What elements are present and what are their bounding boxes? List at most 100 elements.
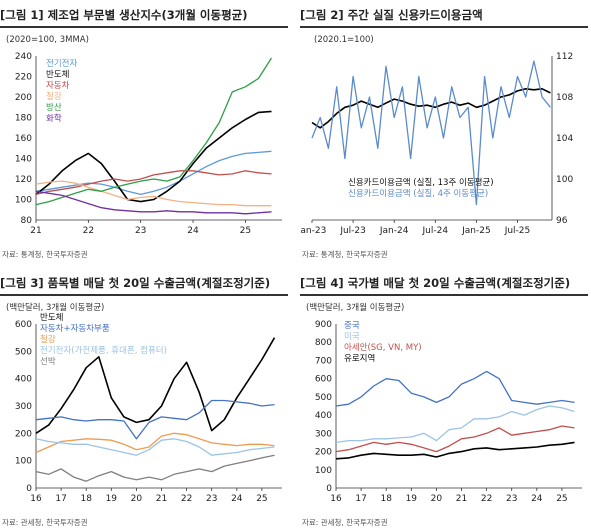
- x-tick-label: 22: [181, 494, 192, 504]
- series-line: [35, 432, 275, 454]
- legend-entry: 선박: [40, 356, 56, 367]
- x-tick-label: 22: [481, 494, 492, 504]
- unit-note: (2020.1=100): [314, 35, 374, 45]
- y-tick-label: 400: [15, 375, 32, 385]
- y-tick-label: 220: [15, 73, 32, 83]
- x-tick-label: 24: [531, 494, 543, 504]
- chart-source: 자료: 통계청, 한국투자증권: [2, 250, 88, 259]
- series-line: [35, 110, 272, 203]
- y-tick-label: 120: [15, 175, 32, 185]
- y-tick-label: 100: [315, 466, 332, 476]
- x-tick-label: 16: [30, 494, 42, 504]
- exports-by-item-chart: (백만달러, 3개월 이동평균) 0 100 200 300 400 500 600 16 17 1…: [6, 302, 282, 504]
- x-tick-label: 23: [206, 494, 217, 504]
- y-tick-label: 240: [15, 52, 32, 62]
- credit-card-spending-chart: (2020.1=100) 96 100 104 108 112 Jan-23 Jul-23 Ja…: [300, 35, 573, 236]
- y-tick-label: 80: [21, 216, 33, 226]
- legend-entry: 반도체: [40, 312, 63, 323]
- y-tick-label: 180: [15, 114, 32, 124]
- series-line: [35, 438, 275, 456]
- chart-source: 자료: 관세청, 한국투자증권: [2, 518, 88, 527]
- x-tick-label: 21: [156, 494, 167, 504]
- chart-source: 자료: 통계청, 한국투자증권: [302, 250, 388, 259]
- x-tick-label: 24: [187, 226, 199, 236]
- legend-entry: 자동차: [46, 81, 70, 91]
- chart-source: 자료: 관세청, 한국투자증권: [302, 518, 388, 527]
- x-tick-label: 25: [240, 226, 251, 236]
- legend-entry: 자동차+자동차부품: [40, 324, 110, 334]
- y-tick-label: 300: [15, 402, 32, 412]
- y-tick-label: 96: [556, 216, 568, 226]
- x-tick-label: Jul-24: [422, 226, 449, 236]
- series-line: [311, 60, 551, 206]
- x-tick-label: 25: [256, 494, 267, 504]
- series-line: [35, 150, 272, 196]
- chart-panel-2: [그림 2] 주간 실질 신용카드이용금액 (2020.1=100) 96 100 1…: [300, 0, 590, 260]
- y-tick-label: 600: [315, 375, 332, 385]
- x-tick-label: 21: [456, 494, 467, 504]
- x-tick-label: 18: [380, 494, 392, 504]
- y-tick-label: 0: [26, 484, 32, 494]
- series-line: [35, 399, 275, 440]
- x-tick-label: Jul-25: [504, 226, 531, 236]
- y-tick-label: 700: [315, 356, 332, 366]
- chart-panel-4: [그림 4] 국가별 매달 첫 20일 수출금액(계절조정기준) (백만달러, …: [300, 268, 590, 528]
- series-line: [335, 425, 575, 453]
- x-tick-label: 20: [131, 494, 143, 504]
- chart-title: [그림 2] 주간 실질 신용카드이용금액: [300, 4, 588, 28]
- legend-entry: 미국: [344, 332, 360, 342]
- series-line: [35, 454, 275, 482]
- legend-entry: 철강: [46, 91, 62, 102]
- y-tick-label: 140: [15, 155, 32, 165]
- production-index-chart: (2020=100, 3MMA) 80 100 120 140 160 180 200 220 2…: [6, 35, 282, 236]
- x-tick-label: 22: [83, 226, 94, 236]
- series-line: [35, 170, 272, 196]
- x-tick-label: 17: [55, 494, 66, 504]
- y-tick-label: 200: [315, 448, 332, 458]
- x-tick-label: 24: [231, 494, 243, 504]
- legend-entry: 중국: [344, 321, 360, 331]
- x-tick-label: 21: [30, 226, 41, 236]
- legend-entry: 전기전자: [46, 58, 77, 69]
- legend-entry: 유로지역: [344, 353, 375, 364]
- x-tick-label: 16: [330, 494, 342, 504]
- y-tick-label: 500: [15, 347, 32, 357]
- legend-entry: 신용카드이용금액 (실질, 4주 이동평균): [348, 188, 488, 199]
- series-line: [35, 190, 272, 215]
- chart-title: [그림 1] 제조업 부문별 생산지수(3개월 이동평균): [0, 4, 288, 28]
- series-line: [335, 405, 575, 444]
- series-line: [335, 370, 575, 407]
- x-tick-label: 19: [406, 494, 418, 504]
- y-tick-label: 108: [556, 93, 573, 103]
- series-line: [335, 441, 575, 460]
- x-tick-label: 23: [506, 494, 517, 504]
- x-tick-label: 19: [106, 494, 118, 504]
- legend-entry: 아세안(SG, VN, MY): [344, 342, 422, 353]
- exports-by-country-chart: (백만달러, 3개월 이동평균) 0 100 200 300 400 500 600 700 80…: [306, 302, 582, 504]
- x-tick-label: 18: [80, 494, 92, 504]
- series-line: [311, 87, 551, 129]
- y-tick-label: 100: [556, 175, 573, 185]
- y-tick-label: 500: [315, 393, 332, 403]
- legend-entry: 화학: [46, 113, 62, 124]
- unit-note: (백만달러, 3개월 이동평균): [306, 302, 404, 313]
- y-tick-label: 200: [15, 429, 32, 439]
- y-tick-label: 112: [556, 52, 573, 62]
- chart-title: [그림 4] 국가별 매달 첫 20일 수출금액(계절조정기준): [300, 272, 588, 296]
- y-tick-label: 0: [326, 484, 332, 494]
- x-tick-label: Jan-24: [379, 226, 409, 236]
- chart-panel-1: [그림 1] 제조업 부문별 생산지수(3개월 이동평균) (2020=100,…: [0, 0, 290, 260]
- legend-entry: 반도체: [46, 69, 69, 80]
- legend-entry: 방산: [46, 102, 62, 113]
- series-line: [35, 180, 272, 207]
- x-tick-label: 23: [135, 226, 146, 236]
- y-tick-label: 160: [15, 134, 32, 144]
- x-tick-label: Jan-25: [461, 226, 491, 236]
- y-tick-label: 100: [15, 457, 32, 467]
- y-tick-label: 300: [315, 429, 332, 439]
- legend-entry: 신용카드이용금액 (실질, 13주 이동평균): [348, 177, 494, 188]
- x-tick-label: 25: [556, 494, 567, 504]
- y-tick-label: 800: [315, 338, 332, 348]
- series-line: [35, 57, 273, 206]
- legend-entry: 전기전자(가전제품, 휴대폰, 컴퓨터): [40, 345, 167, 356]
